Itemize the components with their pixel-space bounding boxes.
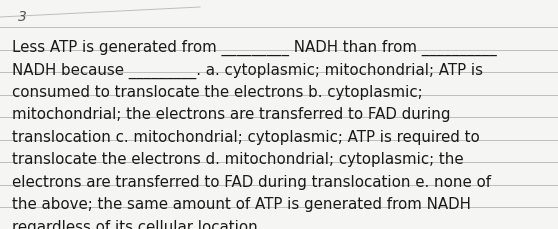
Text: Less ATP is generated from _________ NADH than from __________: Less ATP is generated from _________ NAD… — [12, 40, 497, 56]
Text: the above; the same amount of ATP is generated from NADH: the above; the same amount of ATP is gen… — [12, 197, 471, 212]
Text: 3: 3 — [18, 10, 27, 24]
Text: mitochondrial; the electrons are transferred to FAD during: mitochondrial; the electrons are transfe… — [12, 107, 450, 122]
Text: regardless of its cellular location: regardless of its cellular location — [12, 219, 258, 229]
Text: translocation c. mitochondrial; cytoplasmic; ATP is required to: translocation c. mitochondrial; cytoplas… — [12, 129, 480, 144]
Text: electrons are transferred to FAD during translocation e. none of: electrons are transferred to FAD during … — [12, 174, 491, 189]
Text: translocate the electrons d. mitochondrial; cytoplasmic; the: translocate the electrons d. mitochondri… — [12, 152, 464, 167]
Text: consumed to translocate the electrons b. cytoplasmic;: consumed to translocate the electrons b.… — [12, 85, 422, 100]
Text: NADH because _________. a. cytoplasmic; mitochondrial; ATP is: NADH because _________. a. cytoplasmic; … — [12, 62, 483, 78]
